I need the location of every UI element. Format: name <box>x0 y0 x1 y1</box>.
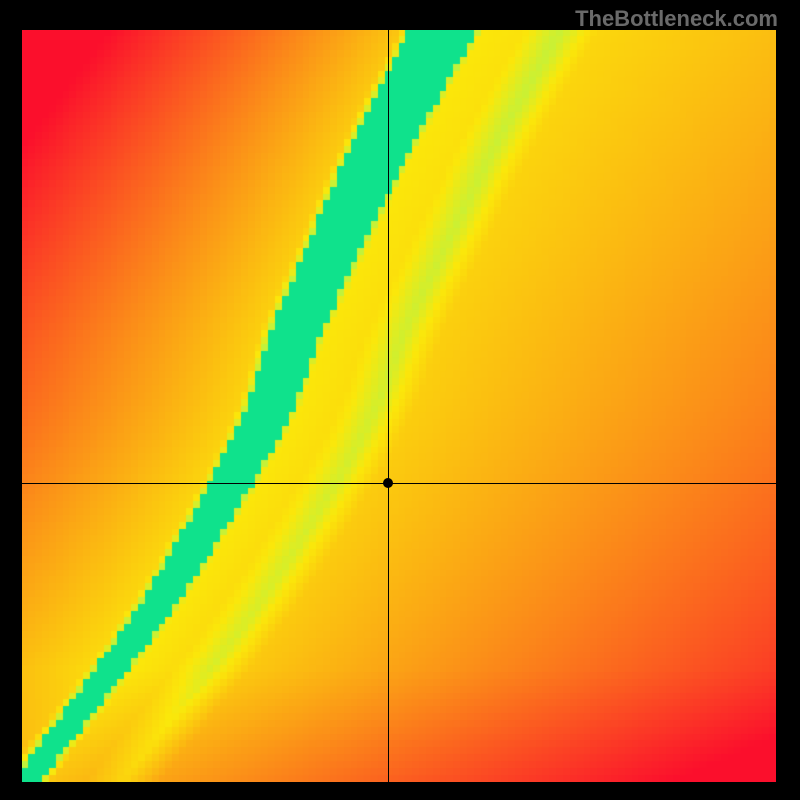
chart-container: TheBottleneck.com <box>0 0 800 800</box>
crosshair-dot <box>383 478 393 488</box>
watermark-label: TheBottleneck.com <box>575 6 778 32</box>
heatmap-canvas <box>22 30 776 782</box>
crosshair-horizontal <box>22 483 776 484</box>
crosshair-vertical <box>388 30 389 782</box>
